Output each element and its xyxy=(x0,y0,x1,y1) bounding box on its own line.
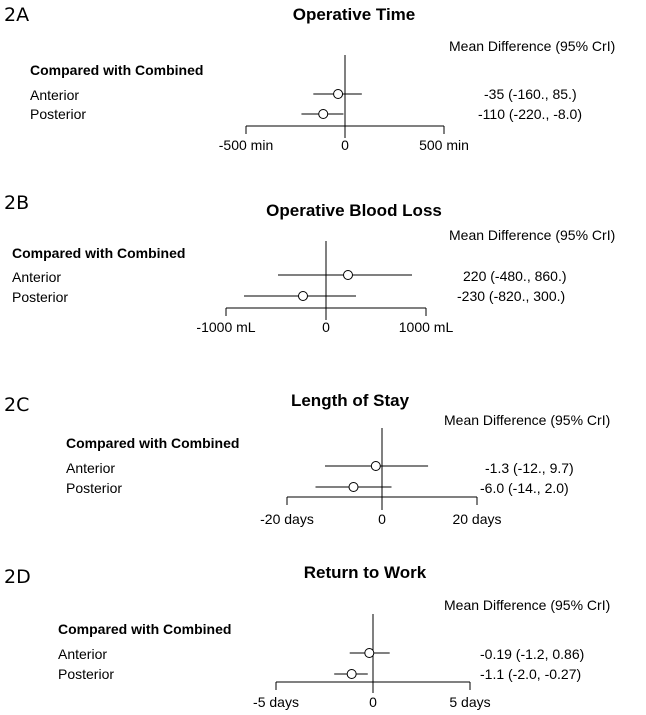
x-tick-label-2d: 0 xyxy=(369,694,377,710)
x-tick-label-2b: 0 xyxy=(322,319,330,335)
mean-difference-header-2b: Mean Difference (95% CrI) xyxy=(449,227,616,243)
estimate-anterior-2c: -1.3 (-12., 9.7) xyxy=(485,460,574,476)
row-label-posterior-2b: Posterior xyxy=(12,289,69,305)
row-label-anterior-2d: Anterior xyxy=(58,646,108,662)
estimate-posterior-2c: -6.0 (-14., 2.0) xyxy=(480,480,569,496)
compared-with-label-2d: Compared with Combined xyxy=(58,621,232,637)
point-estimate-posterior-2c xyxy=(348,482,359,492)
row-label-posterior-2d: Posterior xyxy=(58,666,115,682)
x-tick-label-2d: -5 days xyxy=(253,694,299,710)
point-estimate-anterior-2c xyxy=(370,461,381,471)
panel-title-2b: Operative Blood Loss xyxy=(266,201,442,220)
mean-difference-header-2d: Mean Difference (95% CrI) xyxy=(444,597,611,613)
row-label-posterior-2a: Posterior xyxy=(30,106,87,122)
point-estimate-anterior-2d xyxy=(364,648,375,658)
panel-label-2b: 2B xyxy=(4,192,30,214)
point-estimate-posterior-2d xyxy=(346,669,357,679)
row-label-anterior-2a: Anterior xyxy=(30,87,80,103)
estimate-anterior-2d: -0.19 (-1.2, 0.86) xyxy=(480,646,585,662)
mean-difference-header-2a: Mean Difference (95% CrI) xyxy=(449,38,616,54)
x-tick-label-2a: -500 min xyxy=(219,137,273,153)
panel-title-2d: Return to Work xyxy=(303,563,427,582)
estimate-anterior-2a: -35 (-160., 85.) xyxy=(484,86,577,102)
panel-title-2c: Length of Stay xyxy=(290,391,410,410)
row-label-posterior-2c: Posterior xyxy=(66,480,123,496)
compared-with-label-2a: Compared with Combined xyxy=(30,62,204,78)
x-tick-label-2c: 20 days xyxy=(452,511,501,527)
panel-label-2d: 2D xyxy=(4,566,31,588)
row-label-anterior-2b: Anterior xyxy=(12,269,62,285)
x-tick-label-2a: 500 min xyxy=(419,137,469,153)
x-tick-label-2b: -1000 mL xyxy=(196,319,255,335)
estimate-posterior-2b: -230 (-820., 300.) xyxy=(457,288,566,304)
panel-label-2a: 2A xyxy=(4,4,30,26)
mean-difference-header-2c: Mean Difference (95% CrI) xyxy=(444,412,611,428)
point-estimate-anterior-2a xyxy=(333,89,344,99)
estimate-posterior-2a: -110 (-220., -8.0) xyxy=(478,106,583,122)
x-tick-label-2a: 0 xyxy=(341,137,349,153)
x-tick-label-2d: 5 days xyxy=(449,694,490,710)
estimate-anterior-2b: 220 (-480., 860.) xyxy=(463,268,567,284)
compared-with-label-2c: Compared with Combined xyxy=(66,435,240,451)
x-tick-label-2c: -20 days xyxy=(260,511,314,527)
x-tick-label-2b: 1000 mL xyxy=(399,319,454,335)
point-estimate-posterior-2b xyxy=(298,291,308,301)
panel-label-2c: 2C xyxy=(4,394,30,416)
panel-title-2a: Operative Time xyxy=(292,5,416,24)
estimate-posterior-2d: -1.1 (-2.0, -0.27) xyxy=(480,666,582,682)
row-label-anterior-2c: Anterior xyxy=(66,460,116,476)
x-tick-label-2c: 0 xyxy=(378,511,386,527)
compared-with-label-2b: Compared with Combined xyxy=(12,245,186,261)
point-estimate-posterior-2a xyxy=(318,109,329,119)
point-estimate-anterior-2b xyxy=(343,270,353,280)
